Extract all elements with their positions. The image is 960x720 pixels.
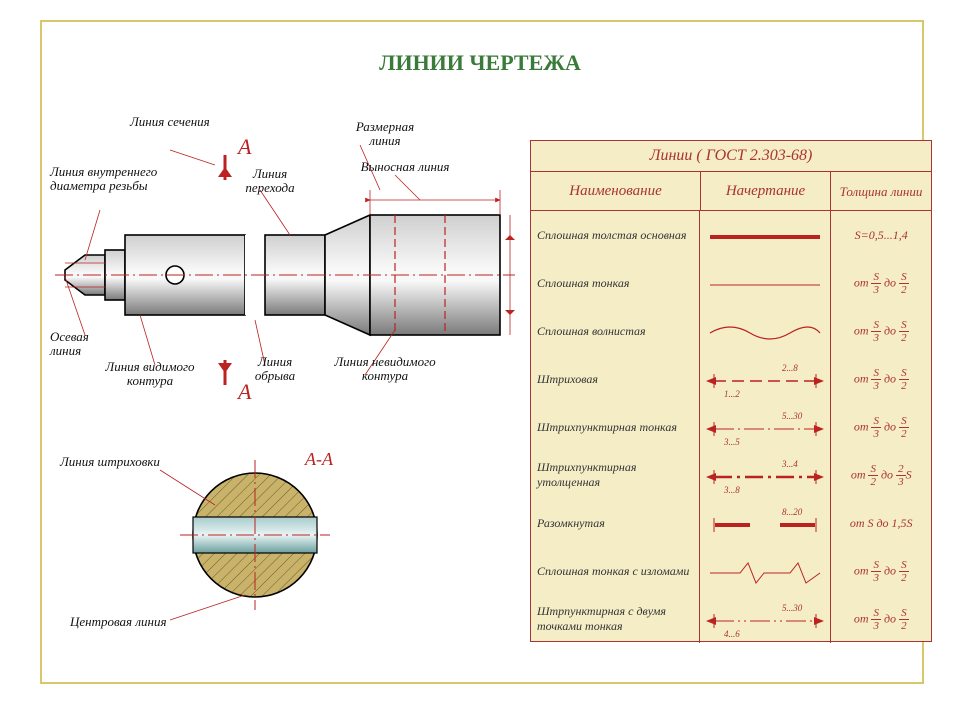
row-sample: 3...5 5...30 (700, 403, 831, 451)
row-name: Сплошная волнистая (531, 307, 700, 355)
cap-thread: Линия внутреннего диаметра резьбы (50, 165, 170, 194)
row-thick: S=0,5...1,4 (831, 211, 931, 259)
table-row: Сплошная волнистая от S3 до S2 (531, 307, 931, 355)
col-name: Наименование (531, 172, 701, 210)
svg-text:5...30: 5...30 (782, 411, 803, 421)
row-thick: от S2 до 23S (831, 451, 931, 499)
cap-center: Центровая линия (70, 615, 167, 629)
tbl-col-headers: Наименование Начертание Толщина линии (531, 172, 931, 211)
row-thick: от S до 1,5S (831, 499, 931, 547)
row-name: Разомкнутая (531, 499, 700, 547)
drawing-diagram: Линия сечения А Размерная линия Линия вн… (50, 105, 520, 665)
tbl-header: Линии ( ГОСТ 2.303-68) (531, 141, 931, 172)
row-sample (700, 211, 831, 259)
svg-text:3...4: 3...4 (781, 459, 798, 469)
svg-text:1...2: 1...2 (724, 389, 740, 399)
cap-proj: Выносная линия (360, 160, 450, 174)
cap-axis: Осевая линия (50, 330, 110, 359)
lines-table: Линии ( ГОСТ 2.303-68) Наименование Наче… (530, 140, 932, 642)
tbl-rows: Сплошная толстая основнаяS=0,5...1,4Спло… (531, 211, 931, 643)
cap-hatch: Линия штриховки (60, 455, 160, 469)
row-name: Штриховая (531, 355, 700, 403)
row-thick: от S3 до S2 (831, 595, 931, 643)
svg-text:4...6: 4...6 (724, 629, 740, 639)
row-name: Штрпунктирная с двумя точками тонкая (531, 595, 700, 643)
cap-trans: Линия перехода (230, 167, 310, 196)
svg-text:8...20: 8...20 (782, 507, 803, 517)
row-sample: 4...6 5...30 (700, 595, 831, 643)
row-sample: 3...8 3...4 (700, 451, 831, 499)
row-name: Сплошная толстая основная (531, 211, 700, 259)
svg-text:3...8: 3...8 (723, 485, 740, 495)
svg-text:5...30: 5...30 (782, 603, 803, 613)
row-thick: от S3 до S2 (831, 403, 931, 451)
row-sample (700, 307, 831, 355)
table-row: Сплошная тонкая с изломами от S3 до S2 (531, 547, 931, 595)
table-row: Штриховая 1...2 2...8 от S3 до S2 (531, 355, 931, 403)
cap-visible: Линия видимого контура (105, 360, 195, 389)
row-sample (700, 547, 831, 595)
row-thick: от S3 до S2 (831, 355, 931, 403)
col-drawing: Начертание (701, 172, 831, 210)
table-row: Сплошная толстая основная S=0,5...1,4 (531, 211, 931, 259)
row-name: Сплошная тонкая с изломами (531, 547, 700, 595)
row-name: Сплошная тонкая (531, 259, 700, 307)
cap-break: Линия обрыва (240, 355, 310, 384)
table-row: Штрихпунктирная утолщенная 3...8 3...4 от S… (531, 451, 931, 499)
cap-section: Линия сечения (130, 115, 210, 129)
cap-A-bot: А (238, 380, 251, 404)
row-name: Штрихпунктирная тонкая (531, 403, 700, 451)
table-row: Сплошная тонкая от S3 до S2 (531, 259, 931, 307)
cap-AA: А-А (305, 450, 333, 470)
row-name: Штрихпунктирная утолщенная (531, 451, 700, 499)
row-sample (700, 259, 831, 307)
svg-text:3...5: 3...5 (723, 437, 740, 447)
row-thick: от S3 до S2 (831, 307, 931, 355)
cap-A-top: А (238, 135, 251, 159)
table-row: Разомкнутая 8...20 от S до 1,5S (531, 499, 931, 547)
table-row: Штрихпунктирная тонкая 3...5 5...30 от S3 д… (531, 403, 931, 451)
row-thick: от S3 до S2 (831, 547, 931, 595)
page-title: ЛИНИИ ЧЕРТЕЖА (0, 50, 960, 76)
svg-text:2...8: 2...8 (782, 363, 798, 373)
table-row: Штрпунктирная с двумя точками тонкая4...… (531, 595, 931, 643)
row-sample: 8...20 (700, 499, 831, 547)
row-thick: от S3 до S2 (831, 259, 931, 307)
col-thick: Толщина линии (831, 172, 931, 210)
cap-hidden: Линия невидимого контура (330, 355, 440, 384)
cap-dim: Размерная линия (340, 120, 430, 149)
row-sample: 1...2 2...8 (700, 355, 831, 403)
